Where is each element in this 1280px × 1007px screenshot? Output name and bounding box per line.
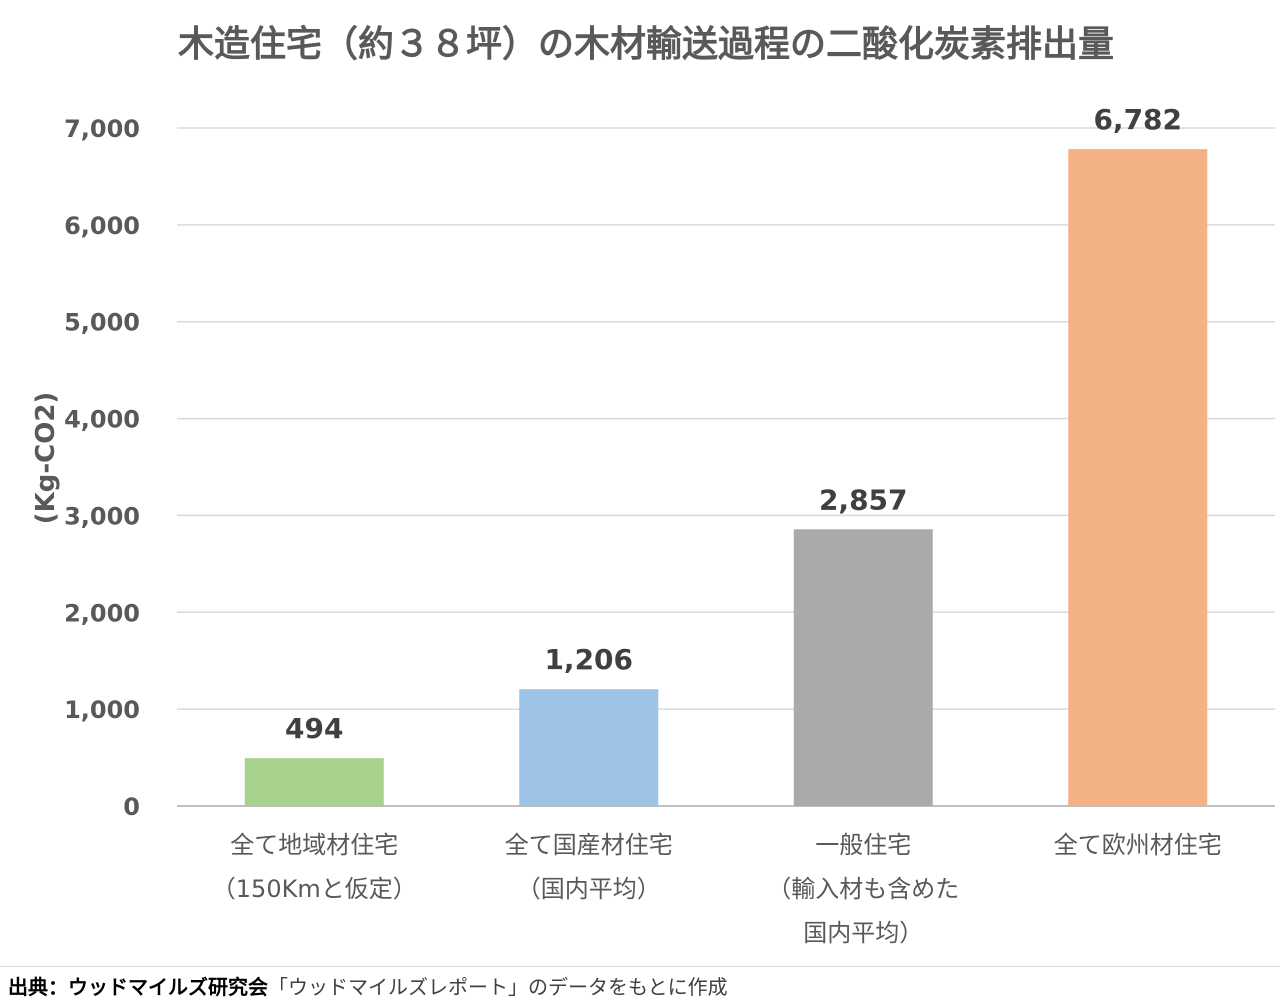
- source-label: 出典：ウッドマイルズ研究会: [8, 975, 268, 999]
- x-tick-label: （150Kmと仮定）: [212, 875, 417, 903]
- x-axis-labels: 全て地域材住宅 （150Kmと仮定） 全て国産材住宅 （国内平均） 一般住宅 （輸入材も含…: [212, 831, 1222, 947]
- x-tick-label: 一般住宅: [815, 831, 911, 859]
- y-tick-label: 0: [123, 793, 140, 821]
- y-tick-label: 7,000: [64, 115, 140, 143]
- source-text: 「ウッドマイルズレポート」のデータをもとに作成: [268, 975, 728, 999]
- y-tick-label: 5,000: [64, 309, 140, 337]
- bar: [793, 529, 933, 806]
- data-label: 494: [285, 712, 343, 745]
- y-tick-label: 6,000: [64, 212, 140, 240]
- y-tick-label: 2,000: [64, 599, 140, 627]
- y-tick-label: 4,000: [64, 406, 140, 434]
- footer-divider: [0, 966, 1280, 967]
- data-labels: 494 1,206 2,857 6,782: [285, 103, 1182, 745]
- x-tick-label: 全て地域材住宅: [230, 831, 398, 859]
- data-label: 2,857: [819, 483, 908, 516]
- data-label: 6,782: [1093, 103, 1182, 136]
- y-tick-label: 3,000: [64, 502, 140, 530]
- y-tick-label: 1,000: [64, 696, 140, 724]
- x-tick-label: 全て欧州材住宅: [1054, 831, 1222, 859]
- bar-chart: 木造住宅（約３８坪）の木材輸送過程の二酸化炭素排出量 (Kg-CO2) 0 1,0…: [31, 23, 1275, 947]
- source-footer: 出典：ウッドマイルズ研究会「ウッドマイルズレポート」のデータをもとに作成: [8, 974, 728, 1000]
- data-label: 1,206: [544, 643, 633, 676]
- chart-title: 木造住宅（約３８坪）の木材輸送過程の二酸化炭素排出量: [178, 23, 1114, 65]
- y-axis-ticks: 0 1,000 2,000 3,000 4,000 5,000 6,000 7,000: [64, 115, 140, 821]
- bars: [244, 149, 1208, 806]
- x-tick-label: （輸入材も含めた: [767, 875, 959, 903]
- x-tick-label: 全て国産材住宅: [505, 831, 673, 859]
- bar: [519, 689, 659, 806]
- x-tick-label: 国内平均）: [803, 919, 923, 947]
- bar: [244, 758, 384, 806]
- bar: [1068, 149, 1208, 806]
- x-tick-label: （国内平均）: [517, 875, 661, 903]
- y-axis-label: (Kg-CO2): [31, 392, 61, 525]
